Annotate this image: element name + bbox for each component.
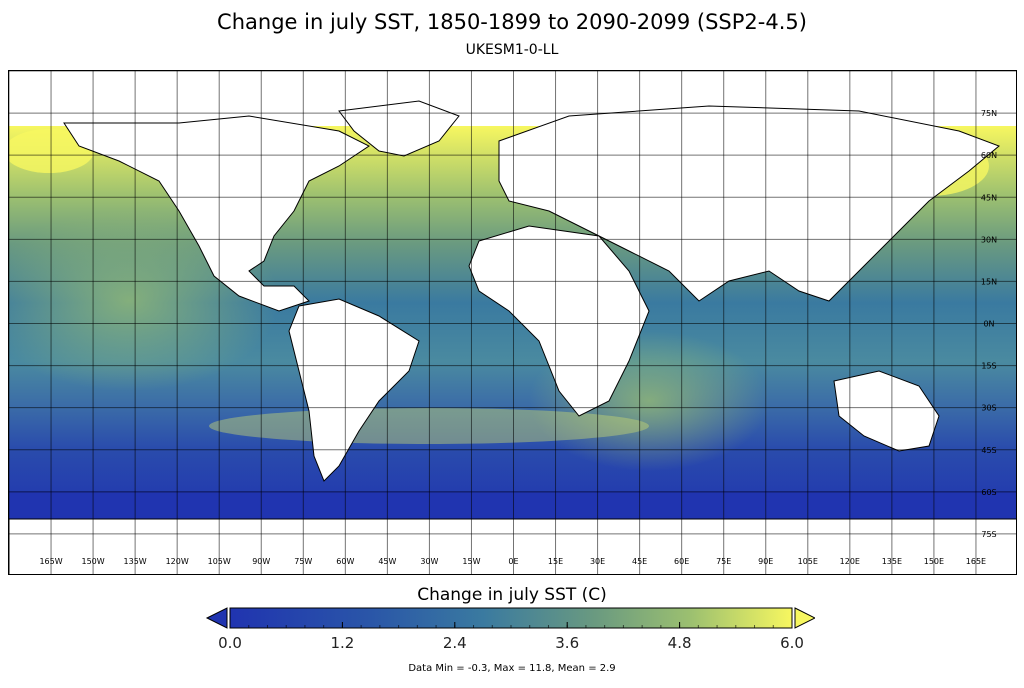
colorbar-max-arrow (794, 607, 815, 629)
lon-label: 120E (840, 557, 860, 566)
lon-label: 165W (39, 557, 62, 566)
lon-label: 105E (798, 557, 818, 566)
lon-label: 90W (252, 557, 270, 566)
lon-label: 150E (924, 557, 944, 566)
lat-label: 45N (981, 193, 997, 202)
lon-label: 150W (81, 557, 104, 566)
lon-label: 60E (674, 557, 689, 566)
lon-label: 30E (590, 557, 605, 566)
colorbar-tick-label: 2.4 (443, 634, 467, 652)
lat-label: 75S (981, 530, 996, 539)
colorbar: 0.0 1.2 2.4 3.6 4.8 6.0 (205, 607, 815, 652)
colorbar-tick-label: 6.0 (780, 634, 804, 652)
lat-label: 60N (981, 151, 997, 160)
lon-label: 15E (548, 557, 563, 566)
lat-label: 15S (981, 362, 996, 371)
lon-label: 135E (882, 557, 902, 566)
gridlines (9, 71, 1016, 574)
lon-label: 60W (336, 557, 354, 566)
world-map: 165W 150W 135W 120W 105W 90W 75W 60W 45W 30W 15W 0E… (9, 71, 1016, 574)
lon-label: 45E (632, 557, 647, 566)
lat-labels: 75N 60N 45N 30N 15N 0N 15S 30S 45S 60S 75S (981, 109, 997, 539)
lon-label: 0E (508, 557, 518, 566)
lon-labels: 165W 150W 135W 120W 105W 90W 75W 60W 45W 30W 15W 0E… (39, 557, 986, 566)
lon-label: 105W (208, 557, 231, 566)
map-panel: 165W 150W 135W 120W 105W 90W 75W 60W 45W 30W 15W 0E… (8, 70, 1017, 575)
colorbar-tick-label: 0.0 (218, 634, 242, 652)
lat-label: 60S (981, 488, 996, 497)
lon-label: 75W (294, 557, 312, 566)
south-america (288, 298, 420, 482)
lat-label: 30N (981, 235, 997, 244)
lon-label: 135W (124, 557, 147, 566)
colorbar-tick-label: 1.2 (330, 634, 354, 652)
colorbar-tick-label: 4.8 (668, 634, 692, 652)
lon-label: 45W (378, 557, 396, 566)
lon-label: 30W (420, 557, 438, 566)
lat-label: 15N (981, 277, 997, 286)
colorbar-ticks: 0.0 1.2 2.4 3.6 4.8 6.0 (218, 622, 804, 652)
lat-label: 75N (981, 109, 997, 118)
colorbar-tick-label: 3.6 (555, 634, 579, 652)
lat-label: 30S (981, 404, 996, 413)
chart-title: Change in july SST, 1850-1899 to 2090-20… (217, 10, 807, 34)
data-stats: Data Min = -0.3, Max = 11.8, Mean = 2.9 (408, 663, 616, 674)
colorbar-min-arrow (205, 607, 228, 629)
lon-label: 90E (758, 557, 773, 566)
lon-label: 75E (716, 557, 731, 566)
lat-label: 45S (981, 446, 996, 455)
north-america (63, 115, 370, 312)
lon-label: 120W (166, 557, 189, 566)
model-subtitle: UKESM1-0-LL (465, 42, 559, 58)
lon-label: 15W (462, 557, 480, 566)
lat-label: 0N (983, 320, 994, 329)
lon-label: 165E (966, 557, 986, 566)
colorbar-title: Change in july SST (C) (417, 585, 607, 605)
